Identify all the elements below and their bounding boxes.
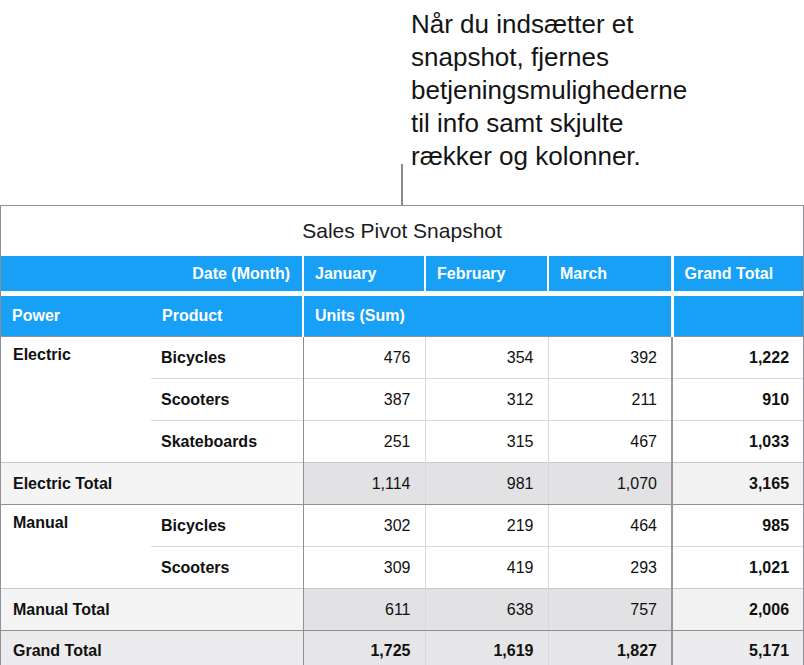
cell-mar-electric-bicycles[interactable]: 392: [548, 337, 672, 379]
cell-mar-electric-skateboards[interactable]: 467: [548, 421, 672, 463]
cell-product-manual-bicycles[interactable]: Bicycles: [151, 505, 303, 547]
cell-total-electric-skateboards[interactable]: 1,033: [672, 421, 803, 463]
cell-jan-electric-scooters[interactable]: 387: [303, 379, 425, 421]
cell-jan-electric-bicycles[interactable]: 476: [303, 337, 425, 379]
callout-text: Når du indsætter et snapshot, fjernes be…: [411, 8, 741, 173]
cell-grand-manual-total[interactable]: 2,006: [672, 589, 803, 631]
cell-jan-grand-total[interactable]: 1,725: [303, 631, 425, 665]
header-grand-total-spacer[interactable]: [672, 296, 803, 337]
header-product[interactable]: Product: [151, 296, 303, 337]
cell-mar-manual-total[interactable]: 757: [548, 589, 672, 631]
cell-feb-manual-total[interactable]: 638: [425, 589, 548, 631]
row-electric-bicycles: Electric Bicycles 476 354 392 1,222: [1, 337, 803, 379]
row-manual-total: Manual Total 611 638 757 2,006: [1, 589, 803, 631]
cell-total-manual-scooters[interactable]: 1,021: [672, 547, 803, 589]
cell-jan-manual-total[interactable]: 611: [303, 589, 425, 631]
cell-total-electric-scooters[interactable]: 910: [672, 379, 803, 421]
cell-mar-grand-total[interactable]: 1,827: [548, 631, 672, 665]
header-march[interactable]: March: [548, 256, 672, 291]
callout-line-4: til info samt skjulte: [411, 107, 741, 140]
row-manual-bicycles: Manual Bicycles 302 219 464 985: [1, 505, 803, 547]
cell-grand-grand-total[interactable]: 5,171: [672, 631, 803, 665]
header-date-month[interactable]: Date (Month): [1, 256, 303, 291]
cell-total-electric-bicycles[interactable]: 1,222: [672, 337, 803, 379]
cell-jan-electric-skateboards[interactable]: 251: [303, 421, 425, 463]
header-row-months: Date (Month) January February March Gran…: [1, 256, 803, 291]
cell-jan-electric-total[interactable]: 1,114: [303, 463, 425, 505]
cell-feb-manual-bicycles[interactable]: 219: [425, 505, 548, 547]
cell-group-electric[interactable]: Electric: [1, 337, 151, 463]
cell-grand-electric-total[interactable]: 3,165: [672, 463, 803, 505]
cell-electric-total-label[interactable]: Electric Total: [1, 463, 303, 505]
cell-feb-electric-scooters[interactable]: 312: [425, 379, 548, 421]
header-power[interactable]: Power: [1, 296, 151, 337]
pivot-table-snapshot: Sales Pivot Snapshot Date (Month) Januar…: [0, 205, 804, 665]
cell-product-manual-scooters[interactable]: Scooters: [151, 547, 303, 589]
header-row-fields: Power Product Units (Sum): [1, 296, 803, 337]
cell-feb-manual-scooters[interactable]: 419: [425, 547, 548, 589]
cell-manual-total-label[interactable]: Manual Total: [1, 589, 303, 631]
callout-line-1: Når du indsætter et: [411, 8, 741, 41]
pivot-table: Sales Pivot Snapshot Date (Month) Januar…: [1, 206, 803, 665]
row-grand-total: Grand Total 1,725 1,619 1,827 5,171: [1, 631, 803, 665]
cell-product-electric-scooters[interactable]: Scooters: [151, 379, 303, 421]
cell-jan-manual-scooters[interactable]: 309: [303, 547, 425, 589]
cell-feb-grand-total[interactable]: 1,619: [425, 631, 548, 665]
cell-mar-manual-scooters[interactable]: 293: [548, 547, 672, 589]
cell-mar-electric-total[interactable]: 1,070: [548, 463, 672, 505]
cell-jan-manual-bicycles[interactable]: 302: [303, 505, 425, 547]
callout-line-3: betjeningsmulighederne: [411, 74, 741, 107]
cell-group-manual[interactable]: Manual: [1, 505, 151, 589]
callout-line-5: rækker og kolonner.: [411, 140, 741, 173]
cell-grand-total-label[interactable]: Grand Total: [1, 631, 303, 665]
header-january[interactable]: January: [303, 256, 425, 291]
callout-leader-line: [401, 164, 403, 206]
cell-mar-manual-bicycles[interactable]: 464: [548, 505, 672, 547]
cell-feb-electric-total[interactable]: 981: [425, 463, 548, 505]
table-title-row: Sales Pivot Snapshot: [1, 206, 803, 256]
cell-product-electric-skateboards[interactable]: Skateboards: [151, 421, 303, 463]
header-february[interactable]: February: [425, 256, 548, 291]
cell-feb-electric-skateboards[interactable]: 315: [425, 421, 548, 463]
cell-feb-electric-bicycles[interactable]: 354: [425, 337, 548, 379]
table-title[interactable]: Sales Pivot Snapshot: [1, 206, 803, 256]
cell-mar-electric-scooters[interactable]: 211: [548, 379, 672, 421]
row-electric-total: Electric Total 1,114 981 1,070 3,165: [1, 463, 803, 505]
header-units-sum[interactable]: Units (Sum): [303, 296, 672, 337]
header-grand-total[interactable]: Grand Total: [672, 256, 803, 291]
callout-line-2: snapshot, fjernes: [411, 41, 741, 74]
cell-product-electric-bicycles[interactable]: Bicycles: [151, 337, 303, 379]
cell-total-manual-bicycles[interactable]: 985: [672, 505, 803, 547]
